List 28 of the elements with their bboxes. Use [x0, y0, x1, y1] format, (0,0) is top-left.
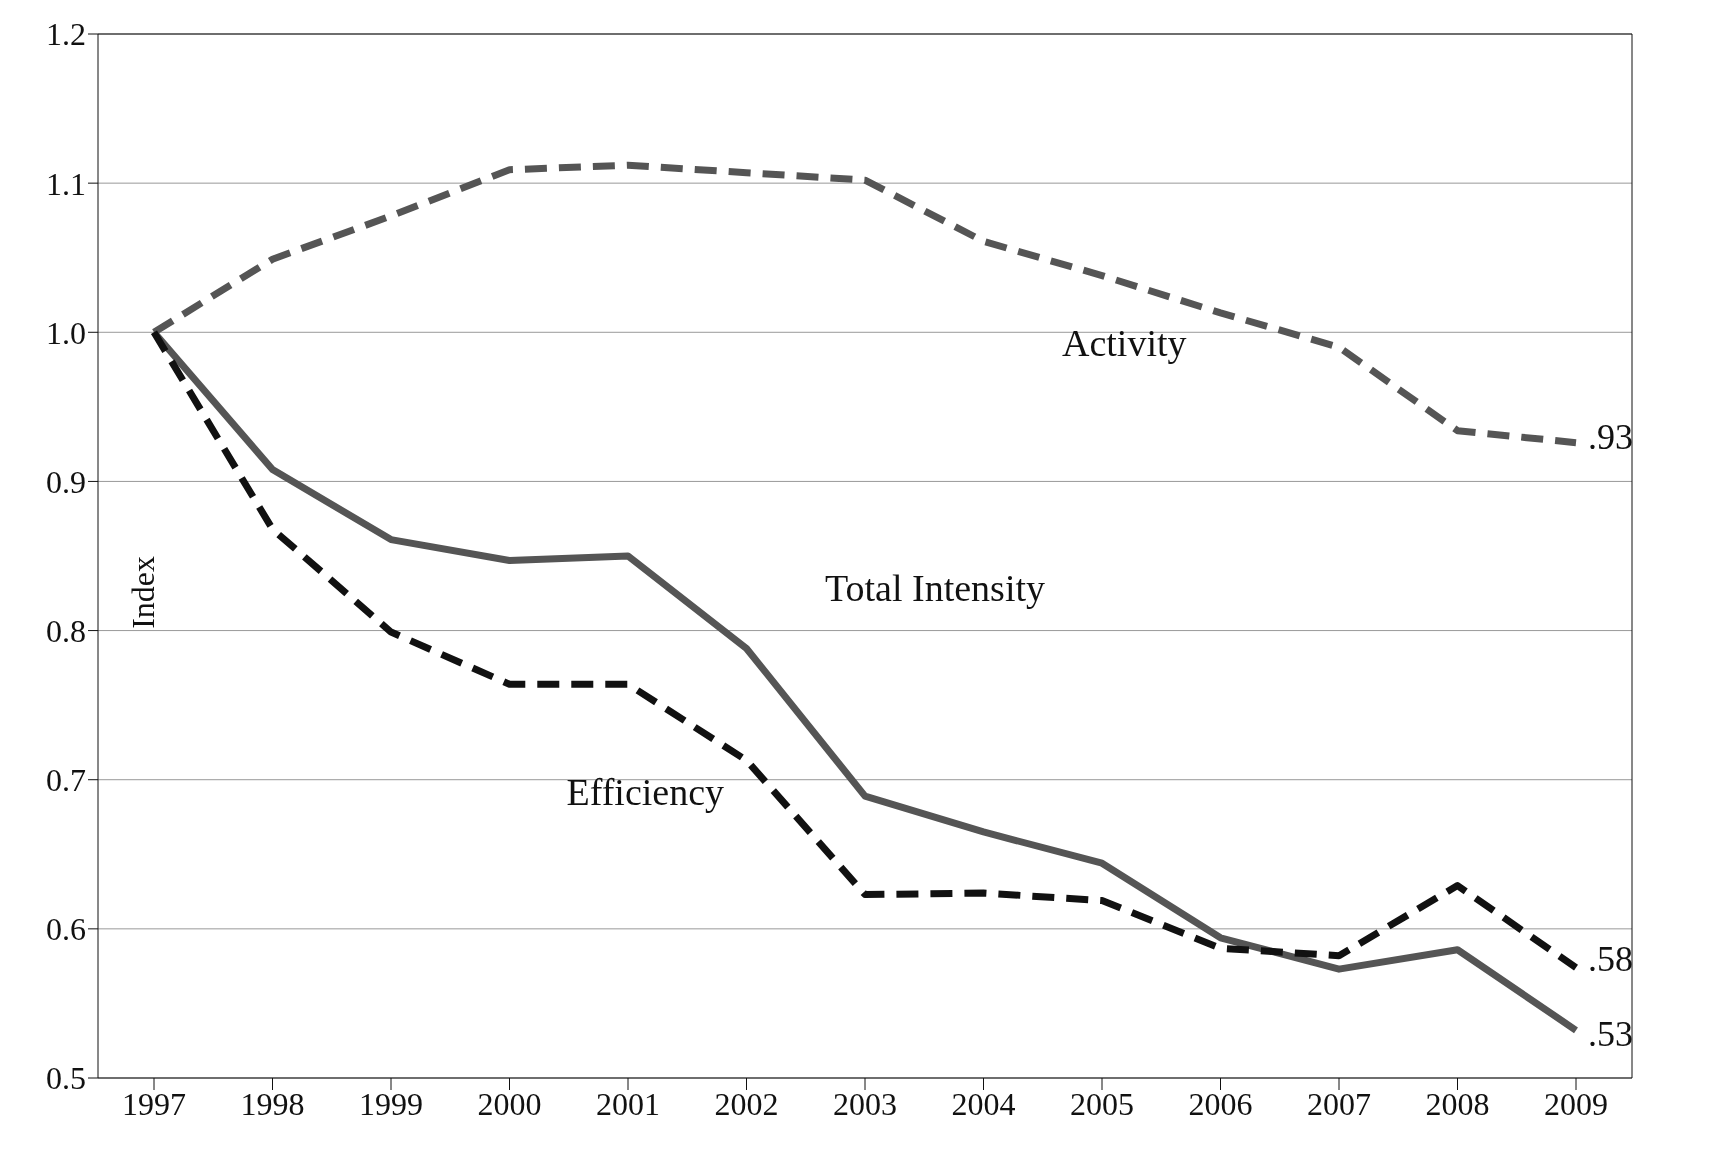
- y-tick-label: 0.5: [46, 1060, 86, 1097]
- y-tick-label: 0.6: [46, 911, 86, 948]
- series-label: Activity: [1062, 321, 1187, 364]
- x-tick-label: 2007: [1307, 1085, 1371, 1122]
- annotation: .53: [1588, 1014, 1633, 1055]
- annotation: .58: [1588, 939, 1633, 980]
- y-tick-label: 1.2: [46, 16, 86, 53]
- x-tick-label: 2005: [1070, 1085, 1134, 1122]
- y-tick-label: 1.0: [46, 314, 86, 351]
- text: Total Intensity: [825, 567, 1046, 610]
- y-tick-label: 0.9: [46, 463, 86, 500]
- series-label: Efficiency: [566, 771, 725, 814]
- x-tick-label: 2008: [1425, 1085, 1490, 1122]
- y-axis-title: Index: [125, 556, 162, 629]
- annotation: .93: [1588, 417, 1633, 458]
- y-tick-label: 0.8: [46, 612, 86, 649]
- x-tick-label: 2004: [951, 1085, 1016, 1122]
- x-tick-label: 2009: [1544, 1085, 1608, 1122]
- x-tick-label: 1997: [122, 1085, 186, 1122]
- x-tick-label: 2000: [477, 1085, 542, 1122]
- x-tick-label: 1998: [240, 1085, 305, 1122]
- y-tick-label: 1.1: [46, 165, 86, 202]
- x-tick-label: 2006: [1188, 1085, 1253, 1122]
- x-tick-label: 2003: [833, 1085, 897, 1122]
- x-tick-label: 2002: [714, 1085, 779, 1122]
- x-tick-label: 2001: [596, 1085, 660, 1122]
- y-tick-label: 0.7: [46, 762, 86, 799]
- x-tick-label: 1999: [359, 1085, 423, 1122]
